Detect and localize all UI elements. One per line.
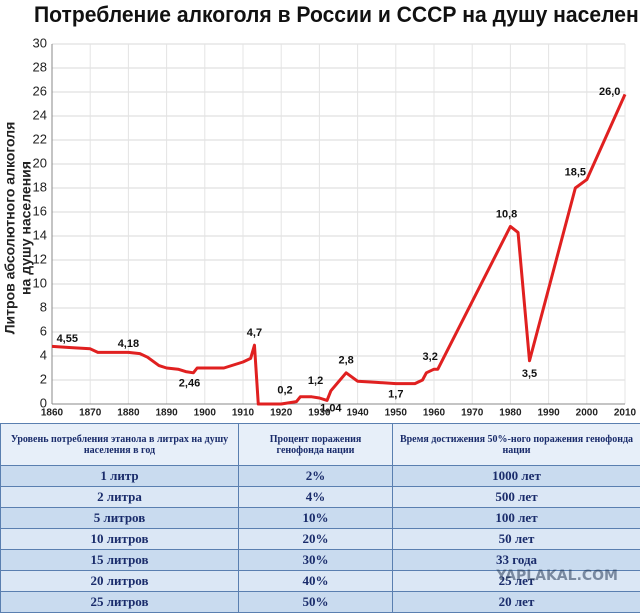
table-cell: Время достижения 50%-ного поражения гено… — [393, 424, 640, 466]
watermark: YAPLAKAL.COM — [496, 568, 618, 584]
table-cell: 40% — [239, 571, 393, 592]
table-cell: 20% — [239, 529, 393, 550]
data-annotation: 18,5 — [565, 166, 586, 178]
table-cell: 10% — [239, 508, 393, 529]
table-cell: 100 лет — [393, 508, 640, 529]
x-tick-label: 1890 — [155, 408, 178, 419]
table: Уровень потребления этанола в литрах на … — [0, 423, 640, 613]
data-annotation: 3,2 — [423, 351, 438, 363]
chart: Потребление алкоголя в России и СССР на … — [0, 0, 640, 423]
table-row: Уровень потребления этанола в литрах на … — [1, 424, 640, 466]
x-tick-label: 1960 — [423, 408, 446, 419]
x-tick-label: 1980 — [499, 408, 522, 419]
table-cell: 20 лет — [393, 592, 640, 613]
data-annotation: 4,55 — [57, 333, 78, 345]
table-cell: 30% — [239, 550, 393, 571]
y-tick-label: 6 — [40, 323, 47, 338]
data-annotation: 1,04 — [320, 403, 342, 415]
data-annotation: 4,7 — [247, 327, 262, 339]
data-annotation: 3,5 — [522, 368, 537, 380]
table-cell: 5 литров — [1, 508, 239, 529]
data-annotation: 2,8 — [338, 355, 353, 367]
x-tick-label: 1860 — [41, 408, 64, 419]
data-annotation: 1,2 — [308, 375, 323, 387]
table-cell: 500 лет — [393, 487, 640, 508]
y-tick-label: 8 — [40, 299, 47, 314]
x-tick-label: 1970 — [461, 408, 484, 419]
table-cell: 20 литров — [1, 571, 239, 592]
x-tick-label: 2010 — [614, 408, 637, 419]
y-tick-label: 26 — [33, 83, 47, 98]
y-tick-label: 28 — [33, 59, 47, 74]
y-tick-label: 22 — [33, 131, 47, 146]
data-annotation: 26,0 — [599, 86, 620, 98]
x-tick-label: 1870 — [79, 408, 102, 419]
table-cell: 10 литров — [1, 529, 239, 550]
table-cell: Уровень потребления этанола в литрах на … — [1, 424, 239, 466]
table-cell: 2% — [239, 466, 393, 487]
x-tick-label: 1920 — [270, 408, 293, 419]
y-tick-label: 10 — [33, 275, 47, 290]
x-tick-label: 1900 — [194, 408, 217, 419]
table-cell: 4% — [239, 487, 393, 508]
table-cell: 1 литр — [1, 466, 239, 487]
y-tick-label: 14 — [33, 227, 47, 242]
y-tick-label: 16 — [33, 203, 47, 218]
y-tick-label: 4 — [40, 347, 47, 362]
y-tick-label: 30 — [33, 35, 47, 50]
data-annotation: 2,46 — [179, 378, 200, 390]
y-tick-label: 24 — [33, 107, 47, 122]
y-tick-label: 2 — [40, 371, 47, 386]
y-axis-title: Литров абсолютного алкоголя — [2, 122, 18, 335]
x-tick-label: 1940 — [346, 408, 369, 419]
y-axis-title: на душу населения — [18, 161, 34, 295]
x-tick-label: 1880 — [117, 408, 140, 419]
chart-title: Потребление алкоголя в России и СССР на … — [34, 2, 640, 27]
table-cell: 50% — [239, 592, 393, 613]
table-cell: 1000 лет — [393, 466, 640, 487]
y-tick-label: 12 — [33, 251, 47, 266]
x-tick-label: 2000 — [576, 408, 599, 419]
table-cell: 50 лет — [393, 529, 640, 550]
x-tick-label: 1990 — [537, 408, 560, 419]
table-cell: 25 литров — [1, 592, 239, 613]
data-annotation: 0,2 — [277, 385, 292, 397]
data-annotation: 10,8 — [496, 208, 517, 220]
x-tick-label: 1910 — [232, 408, 255, 419]
y-tick-label: 20 — [33, 155, 47, 170]
data-annotation: 4,18 — [118, 338, 139, 350]
x-tick-label: 1950 — [385, 408, 408, 419]
table-cell: 15 литров — [1, 550, 239, 571]
table-cell: 2 литра — [1, 487, 239, 508]
y-tick-label: 18 — [33, 179, 47, 194]
table-cell: Процент поражения генофонда нации — [239, 424, 393, 466]
data-annotation: 1,7 — [388, 388, 403, 400]
